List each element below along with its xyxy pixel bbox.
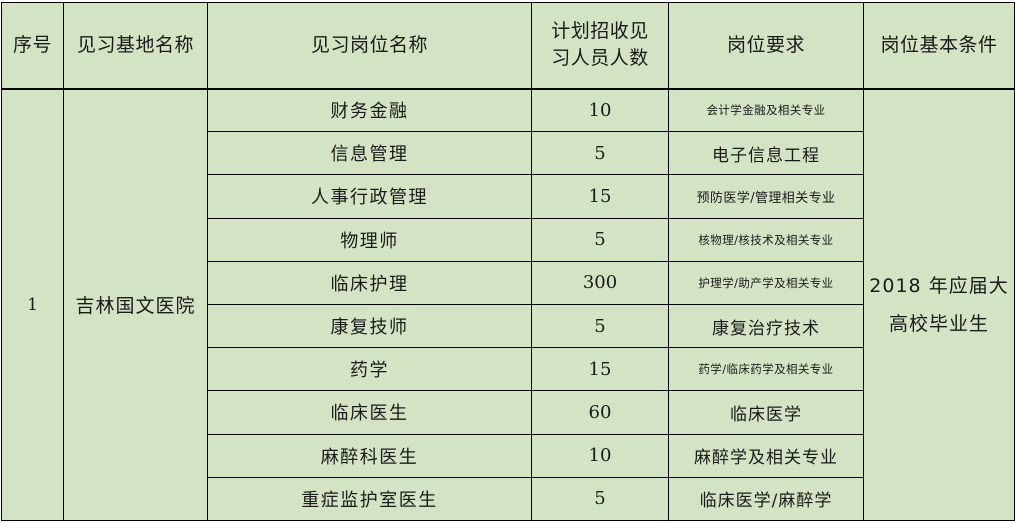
cell-requirement: 临床医学/麻醉学 [668, 476, 864, 521]
cell-quota: 300 [531, 260, 669, 305]
cell-requirement: 核物理/核技术及相关专业 [668, 217, 864, 262]
header-row: 序号 见习基地名称 见习岗位名称 计划招收见习人员人数 岗位要求 岗位基本条件 [1, 2, 1015, 90]
table-body: 1 吉林国文医院 财务金融 10 会计学金融及相关专业 2018 年应届大 高校… [1, 87, 1015, 521]
condition-line-2: 高校毕业生 [888, 312, 989, 335]
cell-post-name: 麻醉科医生 [207, 433, 532, 478]
cell-basic-condition: 2018 年应届大 高校毕业生 [863, 88, 1015, 521]
table-row: 重症监护室医生 5 临床医学/麻醉学 [2, 476, 1015, 521]
cell-quota: 5 [531, 217, 669, 262]
cell-requirement: 麻醉学及相关专业 [668, 433, 864, 478]
table-row: 麻醉科医生 10 麻醉学及相关专业 [2, 433, 1015, 478]
cell-quota: 5 [531, 131, 669, 176]
table-row: 临床护理 300 护理学/助产学及相关专业 [2, 260, 1015, 305]
column-header-post-name: 见习岗位名称 [207, 2, 532, 90]
cell-quota: 15 [531, 347, 669, 392]
cell-requirement: 药学/临床药学及相关专业 [668, 347, 864, 392]
table-row: 物理师 5 核物理/核技术及相关专业 [2, 217, 1015, 262]
cell-quota: 10 [531, 433, 669, 478]
cell-post-name: 物理师 [207, 217, 532, 262]
cell-post-name: 临床护理 [207, 260, 532, 305]
table-row: 1 吉林国文医院 财务金融 10 会计学金融及相关专业 2018 年应届大 高校… [1, 87, 1015, 521]
cell-post-name: 人事行政管理 [207, 174, 532, 219]
cell-quota: 60 [531, 390, 669, 435]
condition-line-1: 2018 年应届大 [869, 274, 1009, 297]
cell-requirement: 护理学/助产学及相关专业 [668, 260, 864, 305]
cell-requirement: 预防医学/管理相关专业 [668, 174, 864, 219]
column-header-quota: 计划招收见习人员人数 [531, 2, 669, 90]
column-header-base-name: 见习基地名称 [63, 2, 208, 90]
cell-quota: 5 [531, 303, 669, 349]
column-header-index: 序号 [1, 2, 64, 90]
table-row: 临床医生 60 临床医学 [2, 390, 1015, 435]
table-row: 康复技师 5 康复治疗技术 [2, 303, 1015, 349]
table-row: 人事行政管理 15 预防医学/管理相关专业 [2, 174, 1015, 219]
table-header: 序号 见习基地名称 见习岗位名称 计划招收见习人员人数 岗位要求 岗位基本条件 [1, 2, 1015, 90]
cell-post-name: 重症监护室医生 [207, 476, 532, 521]
cell-quota: 10 [531, 87, 669, 133]
table-row: 药学 15 药学/临床药学及相关专业 [2, 347, 1015, 392]
cell-index: 1 [1, 88, 64, 521]
cell-requirement: 会计学金融及相关专业 [668, 87, 864, 133]
cell-base-name: 吉林国文医院 [63, 88, 208, 521]
cell-quota: 5 [531, 476, 669, 521]
cell-post-name: 康复技师 [207, 303, 532, 349]
cell-post-name: 临床医生 [207, 390, 532, 435]
column-header-requirement: 岗位要求 [668, 2, 864, 90]
cell-quota: 15 [531, 174, 669, 219]
cell-post-name: 信息管理 [207, 131, 532, 176]
cell-post-name: 药学 [207, 347, 532, 392]
cell-post-name: 财务金融 [207, 87, 532, 133]
cell-requirement: 临床医学 [668, 390, 864, 435]
table-row: 信息管理 5 电子信息工程 [2, 131, 1015, 176]
column-header-condition: 岗位基本条件 [863, 2, 1015, 90]
cell-requirement: 康复治疗技术 [668, 303, 864, 349]
cell-requirement: 电子信息工程 [668, 131, 864, 176]
